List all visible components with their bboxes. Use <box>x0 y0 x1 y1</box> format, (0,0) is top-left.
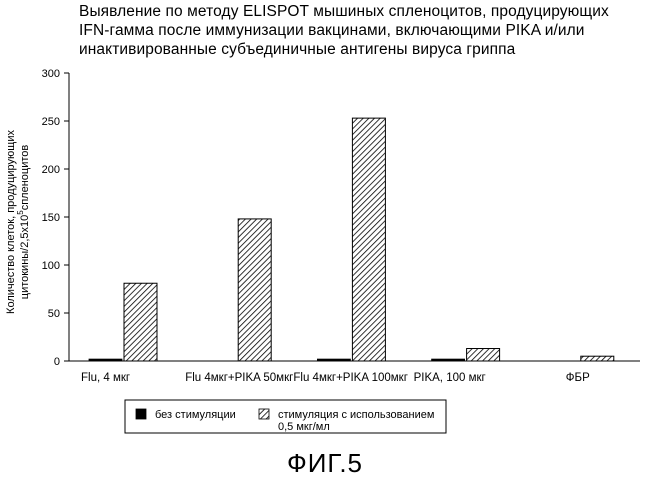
legend-label-unstimulated: без стимуляции <box>155 409 236 421</box>
bar-unstimulated-0 <box>88 358 123 362</box>
legend-swatch-stimulated <box>258 408 270 420</box>
chart-title: Выявление по методу ELISPOT мышиных спле… <box>79 2 644 59</box>
legend-box <box>124 399 447 434</box>
chart-title-line-3: инактивированные субъединичные антигены … <box>79 41 516 58</box>
y-tick-label-4: 200 <box>42 164 60 176</box>
x-tick-label-0: Flu, 4 мкг <box>81 372 130 384</box>
x-tick-label-2: Flu 4мкг+PIKA 100мкг <box>293 372 408 384</box>
bar-unstimulated-2 <box>316 358 351 362</box>
legend-label-stimulated-line-1: стимуляция с использованием <box>278 409 434 421</box>
legend-swatch-unstimulated <box>135 408 147 420</box>
y-tick-label-0: 0 <box>54 356 60 368</box>
chart-title-line-2: IFN-гамма после иммунизации вакцинами, в… <box>79 22 585 39</box>
y-tick-label-5: 250 <box>42 116 60 128</box>
bar-stimulated-1 <box>237 218 272 362</box>
bar-unstimulated-3 <box>431 358 466 362</box>
y-tick-label-3: 150 <box>42 212 60 224</box>
bar-stimulated-3 <box>466 348 501 362</box>
y-tick-label-2: 100 <box>42 260 60 272</box>
bar-stimulated-0 <box>123 282 158 362</box>
bar-stimulated-2 <box>351 117 386 362</box>
x-tick-label-3: PIKA, 100 мкг <box>414 372 486 384</box>
y-tick-label-1: 50 <box>48 308 60 320</box>
legend: без стимуляции стимуляция с использование… <box>124 399 447 434</box>
plot-area: 0 50 100 150 200 250 300 Количество клеток, про… <box>5 68 640 384</box>
y-axis-title-line-2: цитокины/2,5x105спленоцитов <box>16 145 31 300</box>
bar-stimulated-4 <box>580 355 615 362</box>
figure-label: ФИГ.5 <box>286 448 364 478</box>
x-tick-label-1: Flu 4мкг+PIKA 50мкг <box>185 372 293 384</box>
chart-title-line-1: Выявление по методу ELISPOT мышиных спле… <box>79 3 609 20</box>
y-tick-label-6: 300 <box>42 68 60 80</box>
x-tick-label-4: ФБР <box>566 372 590 384</box>
legend-label-stimulated-line-2: 0,5 мкг/мл <box>278 421 330 433</box>
y-axis-title-line-1: Количество клеток, продуцирующих <box>5 130 17 314</box>
